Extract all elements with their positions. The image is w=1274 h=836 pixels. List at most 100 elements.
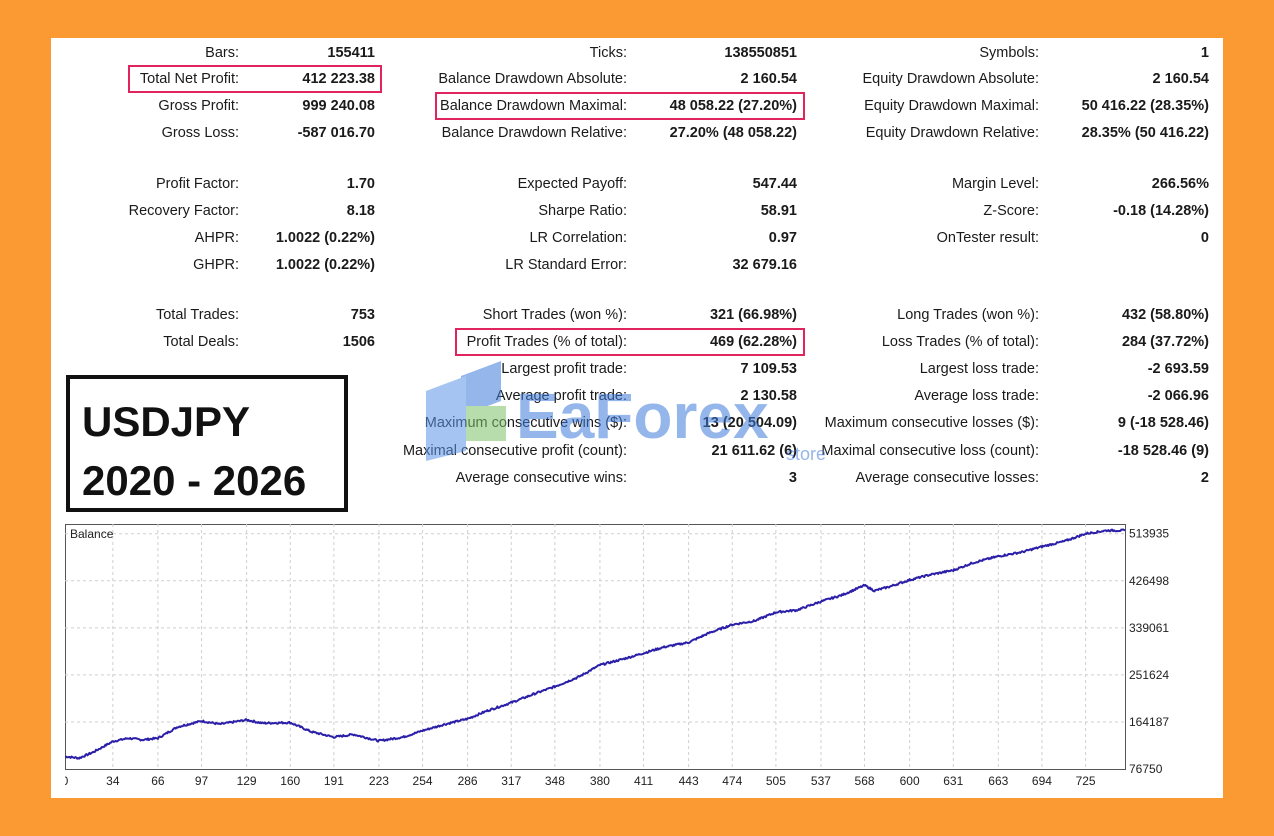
balance-series-line xyxy=(65,528,1126,760)
period-label: 2020 - 2026 xyxy=(82,457,307,504)
stat-row-ghpr: GHPR: 1.0022 (0.22%) xyxy=(51,255,1223,275)
stat-row-sharpe-ratio: Sharpe Ratio: 58.91 xyxy=(51,201,1223,221)
stat-value: 0 xyxy=(1200,230,1209,246)
stat-row-max-consecutive-losses: Maximum consecutive losses ($): 9 (-18 5… xyxy=(51,413,1223,433)
stat-row-equity-dd-relative: Equity Drawdown Relative: 28.35% (50 416… xyxy=(51,123,1223,143)
stat-row-expected-payoff: Expected Payoff: 547.44 xyxy=(51,174,1223,194)
stat-value: -0.18 (14.28%) xyxy=(1113,203,1209,219)
x-tick-label: 600 xyxy=(900,774,920,788)
stat-row-balance-dd-relative: Balance Drawdown Relative: 27.20% (48 05… xyxy=(51,123,1223,143)
x-tick-label: 505 xyxy=(766,774,786,788)
stat-label: LR Standard Error: xyxy=(505,257,627,273)
stat-value: 469 (62.28%) xyxy=(709,334,797,350)
stat-label: Bars: xyxy=(205,45,239,61)
stat-row-largest-profit-trade: Largest profit trade: 7 109.53 xyxy=(51,359,1223,379)
stat-label: Expected Payoff: xyxy=(517,176,627,192)
x-tick-label: 286 xyxy=(458,774,478,788)
stat-value: 2 160.54 xyxy=(1152,71,1209,87)
stat-row-balance-dd-maximal: Balance Drawdown Maximal: 48 058.22 (27.… xyxy=(51,96,1223,116)
stat-value: 3 xyxy=(788,470,797,486)
x-tick-label: 348 xyxy=(545,774,565,788)
stat-label: Total Trades: xyxy=(155,307,239,323)
stat-label: Average consecutive wins: xyxy=(455,470,627,486)
stat-row-margin-level: Margin Level: 266.56% xyxy=(51,174,1223,194)
stat-value: 9 (-18 528.46) xyxy=(1117,415,1209,431)
stat-row-average-consecutive-wins: Average consecutive wins: 3 xyxy=(51,468,1223,488)
x-tick-label: 254 xyxy=(413,774,433,788)
balance-chart-svg: 0 34 66 97 129 160 191 223 254 286 317 348 380 411 443… xyxy=(65,524,1169,788)
x-tick-label: 568 xyxy=(855,774,875,788)
balance-chart: 0 34 66 97 129 160 191 223 254 286 317 348 380 411 443… xyxy=(65,522,1205,790)
stat-value: 13 (20 504.09) xyxy=(702,415,797,431)
stat-value: -18 528.46 (9) xyxy=(1117,443,1209,459)
stat-label: LR Correlation: xyxy=(529,230,627,246)
stat-value: 1.0022 (0.22%) xyxy=(275,230,375,246)
x-tick-label: 191 xyxy=(324,774,344,788)
stat-label: Short Trades (won %): xyxy=(482,307,627,323)
stat-value: 28.35% (50 416.22) xyxy=(1081,125,1209,141)
stat-label: Z-Score: xyxy=(983,203,1039,219)
stat-label: Average consecutive losses: xyxy=(855,470,1039,486)
symbol-label: USDJPY xyxy=(82,398,251,445)
stat-value: 2 130.58 xyxy=(740,388,797,404)
stat-row-ahpr: AHPR: 1.0022 (0.22%) xyxy=(51,228,1223,248)
stat-value: 8.18 xyxy=(346,203,375,219)
stat-value: 0.97 xyxy=(768,230,797,246)
x-tick-label: 380 xyxy=(590,774,610,788)
stat-label: Equity Drawdown Absolute: xyxy=(862,71,1039,87)
stat-value: 2 xyxy=(1200,470,1209,486)
chart-title: Balance xyxy=(70,527,114,541)
stat-row-maximal-consecutive-loss: Maximal consecutive loss (count): -18 52… xyxy=(51,441,1223,461)
stat-value: 27.20% (48 058.22) xyxy=(669,125,797,141)
stat-value: -2 066.96 xyxy=(1147,388,1209,404)
y-tick-label: 76750 xyxy=(1129,762,1163,776)
plot-frame xyxy=(65,524,1126,770)
stat-row-lr-correlation: LR Correlation: 0.97 xyxy=(51,228,1223,248)
x-tick-label: 223 xyxy=(369,774,389,788)
stat-row-long-trades: Long Trades (won %): 432 (58.80%) xyxy=(51,305,1223,325)
x-tick-label: 537 xyxy=(811,774,831,788)
stat-value: 138550851 xyxy=(724,45,797,61)
stat-label: Margin Level: xyxy=(951,176,1039,192)
stat-row-z-score: Z-Score: -0.18 (14.28%) xyxy=(51,201,1223,221)
y-tick-label: 339061 xyxy=(1129,621,1169,635)
stat-row-bars: Bars: 155411 xyxy=(51,43,1223,63)
stat-value: 284 (37.72%) xyxy=(1121,334,1209,350)
x-tick-label: 0 xyxy=(65,774,69,788)
x-tick-label: 317 xyxy=(501,774,521,788)
stat-row-gross-profit: Gross Profit: 999 240.08 xyxy=(51,96,1223,116)
stat-label: Gross Profit: xyxy=(158,98,239,114)
stat-row-average-consecutive-losses: Average consecutive losses: 2 xyxy=(51,468,1223,488)
stat-row-loss-trades: Loss Trades (% of total): 284 (37.72%) xyxy=(51,332,1223,352)
stat-value: -2 693.59 xyxy=(1147,361,1209,377)
x-tick-label: 129 xyxy=(237,774,257,788)
symbol-period-box: USDJPY 2020 - 2026 xyxy=(66,375,348,512)
stat-row-recovery-factor: Recovery Factor: 8.18 xyxy=(51,201,1223,221)
stat-value: 32 679.16 xyxy=(732,257,797,273)
stat-label: Recovery Factor: xyxy=(128,203,239,219)
stat-label: Balance Drawdown Relative: xyxy=(441,125,627,141)
stat-label: Ticks: xyxy=(589,45,627,61)
stat-row-total-trades: Total Trades: 753 xyxy=(51,305,1223,325)
stat-label: Total Net Profit: xyxy=(139,71,239,87)
stat-row-symbols: Symbols: 1 xyxy=(51,43,1223,63)
highlight-balance-drawdown-maximal xyxy=(435,92,805,120)
y-tick-label: 426498 xyxy=(1129,574,1169,588)
stat-row-average-profit-trade: Average profit trade: 2 130.58 xyxy=(51,386,1223,406)
stat-row-profit-factor: Profit Factor: 1.70 xyxy=(51,174,1223,194)
stat-label: Profit Factor: xyxy=(156,176,239,192)
stat-value: 547.44 xyxy=(752,176,797,192)
stat-value: 1 xyxy=(1200,45,1209,61)
report-panel: Bars: 155411 Total Net Profit: 412 223.3… xyxy=(51,38,1223,798)
stat-value: 412 223.38 xyxy=(302,71,375,87)
stat-label: Loss Trades (% of total): xyxy=(881,334,1039,350)
stat-row-profit-trades: Profit Trades (% of total): 469 (62.28%) xyxy=(51,332,1223,352)
stat-label: OnTester result: xyxy=(936,230,1039,246)
stat-row-gross-loss: Gross Loss: -587 016.70 xyxy=(51,123,1223,143)
stat-label: AHPR: xyxy=(194,230,239,246)
stat-label: Profit Trades (% of total): xyxy=(466,334,627,350)
stat-label: Maximal consecutive loss (count): xyxy=(821,443,1039,459)
stat-label: Equity Drawdown Maximal: xyxy=(864,98,1039,114)
highlight-profit-trades xyxy=(455,328,805,356)
stat-value: 266.56% xyxy=(1151,176,1209,192)
